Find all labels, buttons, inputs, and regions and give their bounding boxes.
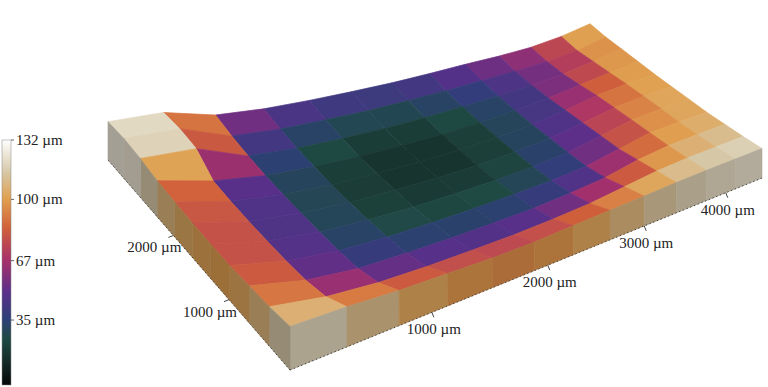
surface-wall <box>735 149 762 189</box>
y-tick <box>224 300 229 302</box>
surface-wall <box>249 286 269 346</box>
y-tick <box>168 235 173 237</box>
surface-wall <box>269 307 290 370</box>
y-tick-label: 1000 µm <box>183 304 237 320</box>
surface-wall <box>534 226 573 271</box>
surface-wall <box>140 159 157 217</box>
surface-wall <box>211 244 230 300</box>
surface-wall <box>644 183 676 226</box>
y-tick-label: 2000 µm <box>127 239 181 255</box>
surface-wall <box>448 258 493 306</box>
x-tick-label: 2000 µm <box>523 274 577 290</box>
x-tick <box>432 312 434 317</box>
colorbar-tick <box>11 320 14 321</box>
colorbar-tick-label: 67 µm <box>16 253 55 269</box>
x-tick-label: 4000 µm <box>701 202 755 218</box>
colorbar-tick <box>11 260 14 261</box>
x-tick-label: 1000 µm <box>407 321 461 337</box>
surface-wall <box>574 210 611 254</box>
colorbar-tick-label: 35 µm <box>16 312 55 328</box>
x-axis-line <box>290 178 762 370</box>
colorbar-tick-label: 132 µm <box>16 132 63 148</box>
x-tick <box>644 226 646 231</box>
x-tick-label: 3000 µm <box>619 235 673 251</box>
colorbar-tick-label: 100 µm <box>16 191 63 207</box>
y-axis-line <box>108 160 290 370</box>
colorbar-tick <box>11 140 14 141</box>
surface <box>108 24 762 370</box>
surface-wall <box>157 181 174 237</box>
colorbar <box>2 140 11 385</box>
surface-wall <box>610 196 644 240</box>
x-tick <box>726 193 728 198</box>
surface-wall <box>290 307 347 370</box>
colorbar-tick <box>11 199 14 200</box>
x-tick <box>548 265 550 270</box>
surface-wall <box>347 290 399 347</box>
chart-container: 1000 µm 2000 µm 3000 µm 4000 µm 1000 µm 2000 … <box>0 0 768 387</box>
chart-svg: 1000 µm 2000 µm 3000 µm 4000 µm 1000 µm 2000 … <box>0 0 768 387</box>
background <box>0 0 768 387</box>
surface-wall <box>399 274 448 326</box>
surface-wall <box>192 223 210 279</box>
